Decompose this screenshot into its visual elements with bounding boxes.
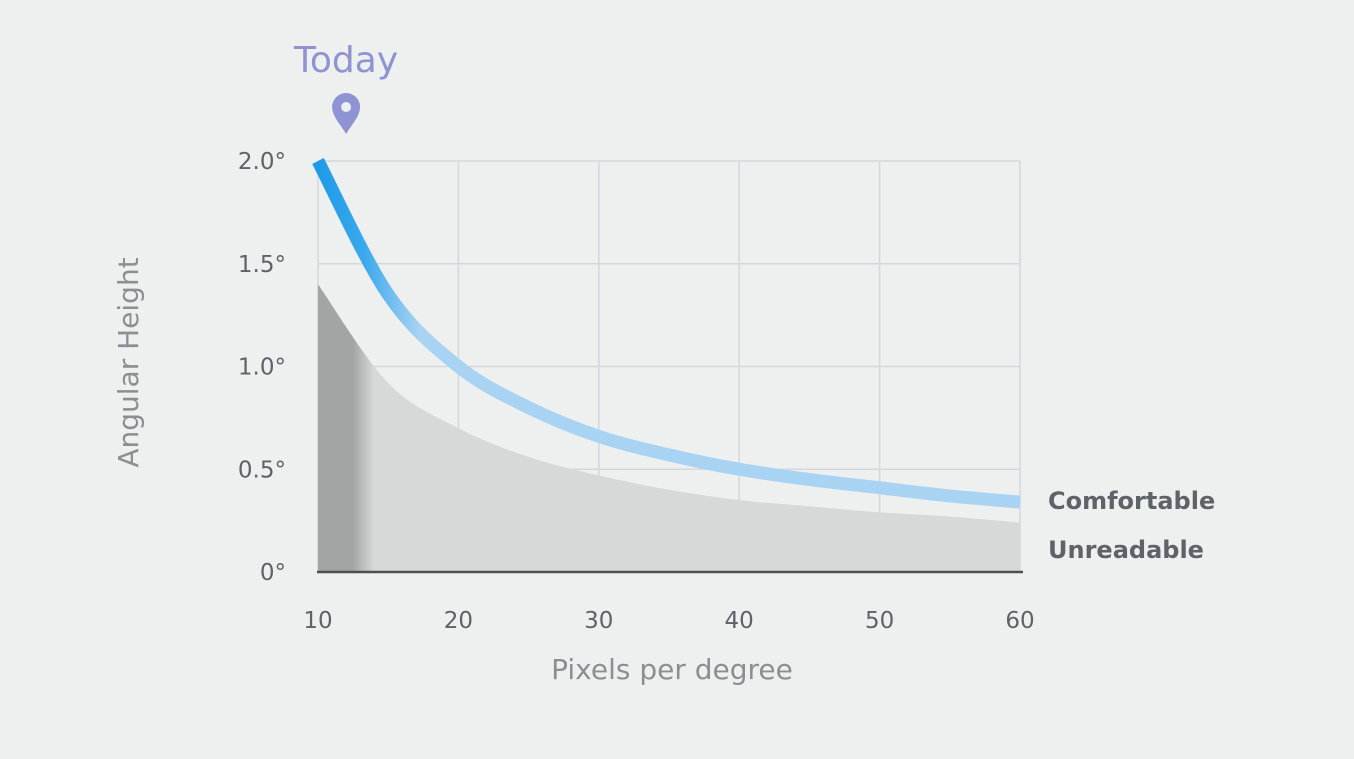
series-area-unreadable (318, 284, 1020, 572)
x-tick-label: 40 (725, 608, 754, 634)
y-tick-label: 0° (260, 560, 286, 586)
y-tick-label: 0.5° (238, 457, 286, 483)
series-label: Unreadable (1048, 536, 1204, 564)
series-line-comfortable (312, 157, 1021, 509)
y-tick-label: 1.5° (238, 252, 286, 278)
y-tick-label: 2.0° (238, 149, 286, 175)
x-axis-title: Pixels per degree (551, 653, 793, 686)
annotations: Today (293, 40, 398, 134)
y-tick-label: 1.0° (238, 355, 286, 381)
x-tick-labels: 10 20 30 40 50 60 (303, 608, 1034, 634)
x-tick-label: 10 (303, 608, 332, 634)
y-axis-title: Angular Height (112, 257, 145, 467)
plot-area (318, 284, 1020, 572)
series-lines (312, 157, 1021, 509)
x-tick-label: 60 (1005, 608, 1034, 634)
x-tick-label: 20 (444, 608, 473, 634)
y-tick-labels: 0° 0.5° 1.0° 1.5° 2.0° (238, 149, 286, 586)
x-tick-label: 50 (865, 608, 894, 634)
location-pin-icon (332, 93, 361, 134)
x-tick-label: 30 (584, 608, 613, 634)
series-labels: Comfortable Unreadable (1048, 487, 1215, 564)
series-label: Comfortable (1048, 487, 1215, 515)
today-label: Today (293, 40, 398, 81)
